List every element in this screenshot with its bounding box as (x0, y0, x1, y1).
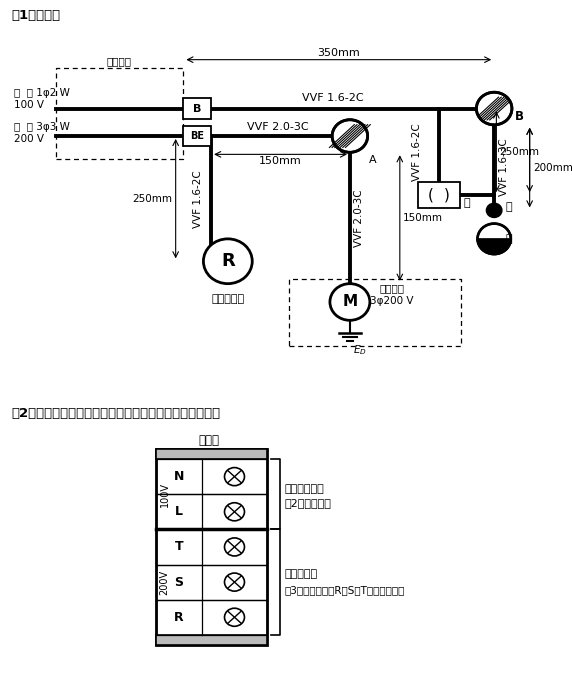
Text: 200mm: 200mm (533, 163, 572, 172)
Text: イ: イ (463, 199, 470, 208)
Bar (156, 635, 267, 645)
Text: M: M (342, 295, 358, 310)
Bar (156, 459, 267, 494)
Circle shape (204, 239, 252, 283)
Text: A: A (369, 155, 376, 166)
Text: 200 V: 200 V (14, 134, 43, 144)
Text: 端子台: 端子台 (198, 434, 220, 447)
Text: （3極３素子）（R、S、Tは相を示す）: （3極３素子）（R、S、Tは相を示す） (284, 585, 405, 595)
Bar (156, 600, 267, 635)
Text: 電源表示灯: 電源表示灯 (211, 294, 244, 304)
Text: $E_D$: $E_D$ (353, 343, 367, 357)
Text: VVF 1.6-2C: VVF 1.6-2C (303, 94, 364, 104)
Text: R: R (221, 252, 235, 271)
Bar (156, 449, 267, 459)
Text: S: S (174, 575, 184, 589)
Text: 250mm: 250mm (132, 194, 172, 204)
Text: VVF 2.0-3C: VVF 2.0-3C (354, 189, 364, 247)
Text: ): ) (443, 188, 450, 203)
Text: イ: イ (505, 234, 512, 244)
Bar (418, 182, 460, 209)
Circle shape (478, 223, 511, 254)
Text: R: R (174, 611, 184, 624)
Circle shape (332, 120, 368, 152)
Text: 250mm: 250mm (500, 147, 540, 157)
Text: VVF 1.6-3C: VVF 1.6-3C (499, 139, 509, 197)
Text: L: L (175, 505, 183, 518)
Text: VVF 1.6-2C: VVF 1.6-2C (412, 123, 422, 180)
Text: 150mm: 150mm (403, 213, 443, 223)
Bar (156, 449, 267, 645)
Text: B: B (515, 110, 524, 123)
Bar (184, 98, 211, 118)
Text: (: ( (428, 188, 434, 203)
Text: 配線用遣断器: 配線用遣断器 (284, 484, 324, 494)
Bar (156, 494, 267, 530)
Text: 200V: 200V (160, 569, 169, 595)
Bar (184, 126, 211, 146)
Text: BE: BE (190, 131, 204, 141)
Text: 図2．配線用遣断器及び漏電遣断器代用の端子台の説明図: 図2．配線用遣断器及び漏電遣断器代用の端子台の説明図 (11, 406, 221, 420)
Text: B: B (193, 104, 201, 114)
Text: 図1．配線図: 図1．配線図 (11, 9, 61, 22)
Text: N: N (174, 470, 184, 483)
Text: 施工省略: 施工省略 (106, 56, 132, 66)
Text: （2極１素子）: （2極１素子） (284, 498, 331, 508)
Circle shape (330, 283, 370, 320)
Polygon shape (478, 239, 511, 254)
Text: VVF 1.6-2C: VVF 1.6-2C (193, 170, 203, 227)
Text: 施工省略: 施工省略 (380, 283, 404, 293)
Text: 漏電遣断器: 漏電遣断器 (284, 569, 317, 579)
Text: 電  源 3φ3 W: 電 源 3φ3 W (14, 122, 70, 132)
Circle shape (486, 203, 502, 217)
Text: T: T (174, 540, 183, 553)
Circle shape (476, 92, 512, 125)
Text: 350mm: 350mm (317, 48, 360, 58)
Bar (156, 530, 267, 565)
Text: 100 V: 100 V (14, 100, 43, 110)
Text: 100V: 100V (160, 482, 169, 507)
Bar (156, 565, 267, 600)
Text: VVF 2.0-3C: VVF 2.0-3C (247, 122, 308, 132)
Text: 150mm: 150mm (259, 156, 301, 166)
Text: 3φ200 V: 3φ200 V (370, 296, 414, 306)
Text: 電  源 1φ2 W: 電 源 1φ2 W (14, 88, 70, 98)
Text: イ: イ (505, 203, 512, 212)
